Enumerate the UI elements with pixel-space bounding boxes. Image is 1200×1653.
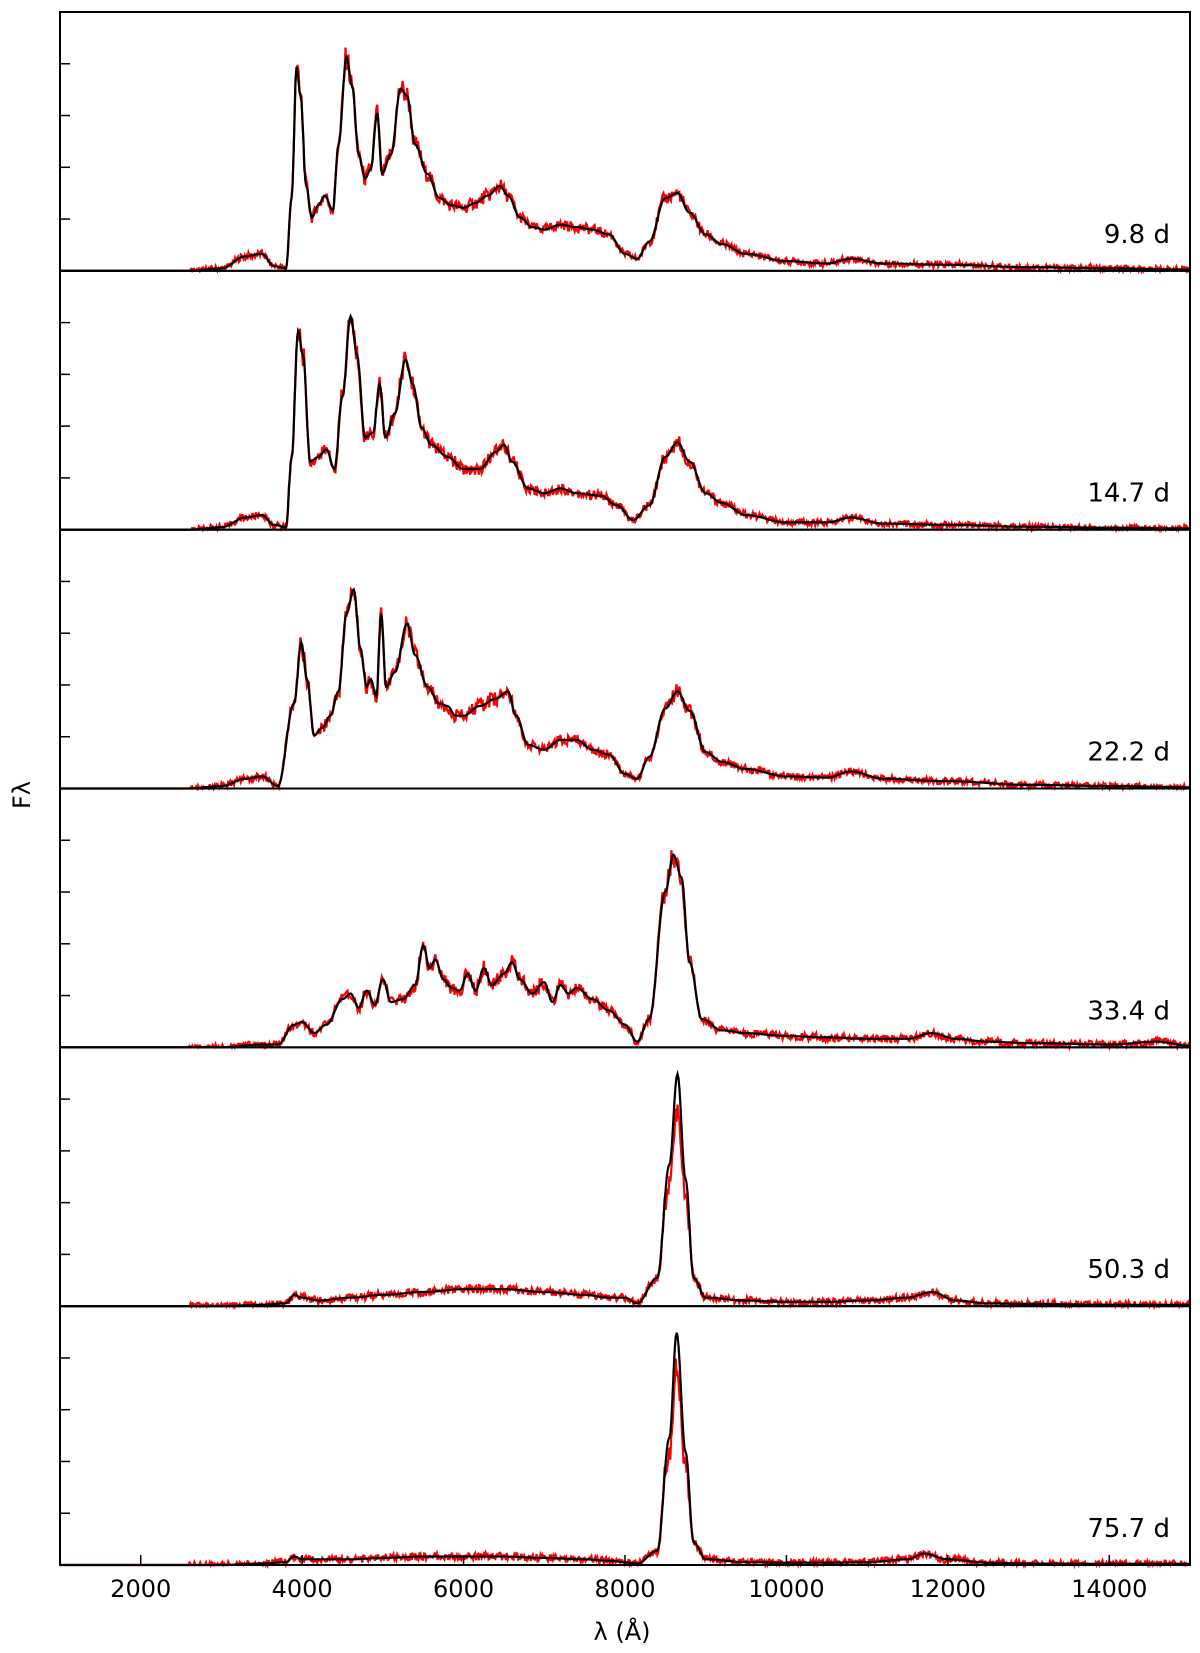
observed-spectrum-2 [60,318,1191,534]
x-axis-label: λ (Å) [594,1617,651,1646]
x-tick-label: 12000 [910,1575,986,1603]
model-spectrum-4 [60,853,1190,1049]
x-tick-label: 8000 [594,1575,655,1603]
observed-spectrum-4 [60,850,1192,1052]
x-tick-label: 4000 [272,1575,333,1603]
model-spectrum-5 [60,1069,1190,1308]
x-tick-label: 14000 [1071,1575,1147,1603]
panel-1: 9.8 d [59,11,1191,275]
x-tick-label: 10000 [748,1575,824,1603]
observed-spectrum-6 [60,1358,1190,1570]
panel-label-5: 50.3 d [1087,1255,1170,1285]
x-tick-label: 6000 [433,1575,494,1603]
panel-label-6: 75.7 d [1087,1514,1170,1544]
panels-group: 9.8 d 14.7 d 22.2 d 33.4 d 50.3 d 75.7 d [59,11,1192,1570]
panel-label-4: 33.4 d [1087,996,1170,1026]
panel-label-1: 9.8 d [1104,220,1170,250]
panel-5: 50.3 d [59,1046,1191,1311]
x-axis: 2000 4000 6000 8000 10000 12000 14000 [110,1555,1147,1603]
panel-frame [59,528,1191,790]
panel-frame [59,1305,1191,1566]
panel-label-2: 14.7 d [1087,479,1170,509]
model-spectrum-2 [60,313,1190,531]
observed-spectrum-5 [60,1104,1191,1311]
panel-4: 33.4 d [59,787,1192,1052]
panel-3: 22.2 d [59,528,1191,793]
panel-frame [59,787,1191,1049]
observed-spectrum-3 [60,586,1191,793]
panel-frame [59,1046,1191,1308]
panel-frame [59,269,1191,531]
model-spectrum-1 [60,54,1190,272]
model-spectrum-3 [60,587,1190,790]
panel-label-3: 22.2 d [1087,738,1170,768]
observed-spectrum-1 [60,47,1191,275]
panel-6: 75.7 d [59,1305,1191,1570]
panel-frame [59,11,1191,272]
model-spectrum-6 [60,1332,1190,1567]
panel-2: 14.7 d [59,269,1191,534]
x-tick-label: 2000 [110,1575,171,1603]
y-axis-label: Fλ [8,781,36,809]
